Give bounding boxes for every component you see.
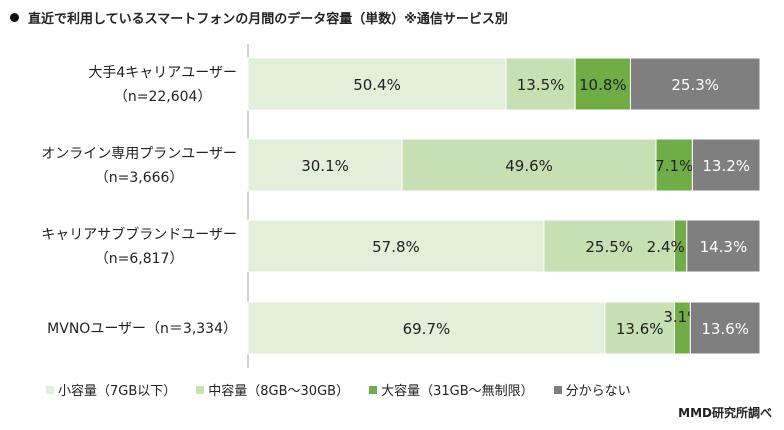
category-n: （n=6,817）	[94, 251, 184, 267]
data-label-large-0: 10.8%	[579, 76, 627, 94]
bar-small-2	[247, 219, 545, 273]
source-note: MMD研究所調べ	[678, 406, 772, 420]
legend-label: 小容量（7GB以下）	[58, 384, 177, 399]
category-n: （n=3,666）	[94, 170, 184, 186]
data-label-medium-2: 25.5%	[585, 238, 633, 256]
category-n: （n=22,604）	[113, 89, 212, 105]
bar-small-1	[247, 138, 403, 192]
category-label-3: MVNOユーザー（n＝3,334）	[47, 317, 237, 341]
data-label-large-2: 2.4%	[647, 238, 685, 256]
bar-large-0	[574, 57, 631, 111]
legend-label: 分からない	[565, 384, 631, 399]
legend-label: 中容量（8GB～30GB）	[208, 384, 350, 399]
bar-medium-0	[505, 57, 576, 111]
bar-unknown-2	[686, 219, 761, 273]
data-label-small-3: 69.7%	[403, 320, 451, 338]
category-label-2: キャリアサブブランドユーザー （n=6,817）	[41, 223, 237, 271]
bar-unknown-3	[689, 301, 761, 355]
legend-item-small: 小容量（7GB以下）	[46, 380, 176, 399]
data-label-unknown-1: 13.2%	[702, 157, 750, 175]
bar-large-1	[655, 138, 693, 192]
category-label-0: 大手4キャリアユーザー （n=22,604）	[88, 61, 237, 109]
legend-label: 大容量（31GB～無制限）	[381, 384, 534, 399]
category-name: オンライン専用プランユーザー	[41, 146, 237, 162]
bullet-icon	[10, 13, 19, 22]
bar-medium-2	[543, 219, 675, 273]
legend-item-large: 大容量（31GB～無制限）	[369, 380, 534, 399]
legend-item-medium: 中容量（8GB～30GB）	[196, 380, 349, 399]
chart-title: 直近で利用しているスマートフォンの月間のデータ容量（単数）※通信サービス別	[10, 8, 508, 27]
data-label-large-1: 7.1%	[655, 157, 693, 175]
data-label-unknown-2: 14.3%	[700, 238, 748, 256]
legend-swatch-medium	[196, 385, 205, 394]
chart-title-text: 直近で利用しているスマートフォンの月間のデータ容量（単数）※通信サービス別	[28, 12, 508, 27]
bar-unknown-0	[629, 57, 761, 111]
bar-small-3	[247, 301, 606, 355]
data-label-small-0: 50.4%	[353, 76, 401, 94]
category-name: 大手4キャリアユーザー	[88, 65, 237, 81]
legend-swatch-small	[46, 385, 54, 394]
category-label-1: オンライン専用プランユーザー （n=3,666）	[41, 142, 237, 190]
data-label-medium-1: 49.6%	[505, 157, 553, 175]
data-label-medium-0: 13.5%	[517, 76, 565, 94]
legend-swatch-large	[369, 385, 378, 394]
category-name: キャリアサブブランドユーザー	[41, 227, 237, 243]
bar-medium-3	[604, 301, 675, 355]
legend-swatch-unknown	[553, 385, 562, 394]
bar-unknown-1	[691, 138, 761, 192]
bar-medium-1	[401, 138, 657, 192]
legend-item-unknown: 分からない	[553, 380, 631, 399]
legend: 小容量（7GB以下） 中容量（8GB～30GB） 大容量（31GB～無制限） 分…	[46, 380, 631, 399]
data-label-small-1: 30.1%	[301, 157, 349, 175]
data-label-unknown-0: 25.3%	[671, 76, 719, 94]
data-label-medium-3: 13.6%	[616, 320, 664, 338]
category-name: MVNOユーザー（n＝3,334）	[47, 321, 237, 337]
data-label-small-2: 57.8%	[372, 238, 420, 256]
data-label-unknown-3: 13.6%	[701, 320, 749, 338]
